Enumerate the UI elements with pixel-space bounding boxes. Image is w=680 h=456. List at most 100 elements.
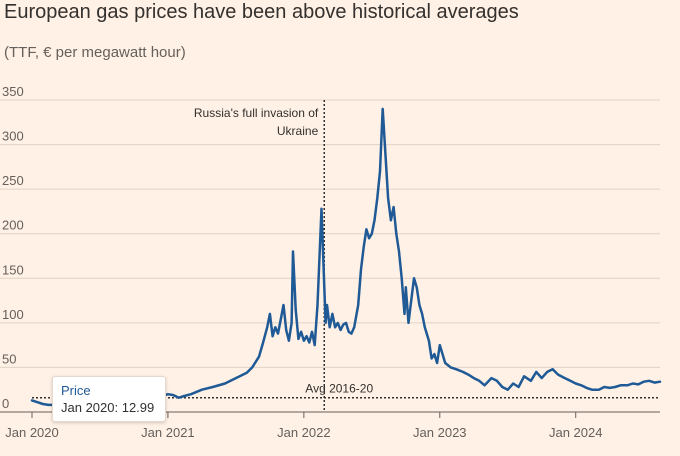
- price-point: [484, 384, 486, 386]
- price-point: [36, 401, 39, 403]
- price-point: [407, 322, 410, 324]
- price-point: [450, 366, 452, 368]
- price-point: [496, 380, 498, 382]
- price-point: [311, 331, 313, 333]
- price-point: [541, 377, 543, 379]
- price-point: [632, 382, 634, 385]
- price-point: [405, 286, 407, 288]
- price-point: [654, 382, 656, 384]
- price-point: [363, 246, 365, 248]
- annotations: Russia's full invasion of Ukraine Avg 2016…: [32, 100, 660, 412]
- y-tick-label: 50: [2, 351, 16, 366]
- y-tick-label: 300: [2, 129, 24, 144]
- price-point: [376, 197, 378, 199]
- price-point: [31, 399, 33, 401]
- price-point: [350, 333, 352, 335]
- price-point: [212, 386, 214, 388]
- price-point: [282, 304, 285, 306]
- price-point: [462, 371, 464, 373]
- price-point: [413, 277, 415, 279]
- price-point: [433, 353, 435, 355]
- x-tick-label: Jan 2023: [413, 425, 467, 440]
- price-point: [614, 386, 616, 388]
- price-point: [648, 380, 650, 382]
- price-point: [190, 393, 192, 395]
- price-point: [323, 286, 325, 288]
- price-point: [591, 389, 593, 391]
- price-point: [258, 356, 260, 358]
- price-point: [329, 326, 331, 328]
- price-point: [262, 341, 264, 344]
- price-point: [172, 394, 174, 396]
- price-point: [387, 197, 389, 199]
- price-point: [334, 326, 336, 328]
- price-point: [306, 335, 308, 337]
- grid-layer: [0, 99, 660, 413]
- price-point: [439, 344, 441, 346]
- price-point: [303, 340, 305, 342]
- price-point: [292, 250, 294, 253]
- chart-subtitle: (TTF, € per megawatt hour): [4, 44, 186, 61]
- price-point: [530, 380, 532, 382]
- x-tick-label: Jan 2022: [277, 425, 331, 440]
- price-point: [523, 375, 525, 377]
- price-point: [455, 368, 457, 370]
- price-point: [47, 404, 49, 406]
- price-point: [490, 377, 492, 379]
- price-point: [285, 329, 287, 331]
- price-point: [580, 384, 582, 386]
- price-point: [308, 341, 310, 344]
- y-tick-label: 150: [2, 262, 24, 277]
- price-point: [340, 329, 342, 331]
- y-axis: 0 50 100 150 200 250 300 350: [2, 84, 24, 411]
- price-point: [643, 381, 645, 383]
- price-point: [368, 237, 370, 239]
- price-point: [274, 326, 276, 328]
- price-point: [557, 374, 559, 376]
- x-tick-label: Jan 2020: [5, 425, 59, 440]
- price-point: [473, 377, 475, 379]
- price-point: [379, 170, 381, 172]
- price-point: [373, 219, 376, 221]
- y-tick-label: 100: [2, 307, 24, 322]
- price-point: [331, 313, 333, 315]
- series-layer: [30, 107, 662, 409]
- price-point: [42, 403, 44, 405]
- price-point: [598, 389, 600, 391]
- price-point: [246, 372, 248, 374]
- price-point: [384, 152, 386, 155]
- price-point: [295, 308, 297, 311]
- price-point: [280, 318, 282, 320]
- price-point: [266, 326, 268, 328]
- average-label: Avg 2016-20: [305, 382, 373, 396]
- price-point: [431, 357, 433, 360]
- invasion-annotation-label: Russia's full invasion of: [194, 106, 319, 120]
- price-point: [316, 304, 319, 306]
- price-point: [535, 371, 537, 373]
- price-point: [586, 387, 588, 389]
- price-point: [235, 377, 237, 379]
- price-point: [325, 322, 327, 324]
- price-point: [410, 300, 412, 302]
- price-point: [251, 366, 253, 368]
- price-point: [478, 380, 480, 382]
- price-point: [546, 371, 548, 373]
- price-point: [418, 304, 420, 306]
- y-tick-label: 350: [2, 84, 24, 99]
- x-tick-label: Jan 2024: [549, 425, 603, 440]
- price-point: [269, 313, 271, 315]
- y-tick-label: 200: [2, 218, 24, 233]
- price-point: [569, 380, 571, 382]
- price-point: [224, 382, 226, 385]
- price-point: [337, 322, 339, 324]
- tooltip-series-name: Price: [61, 383, 91, 398]
- price-point: [428, 340, 430, 342]
- price-point: [277, 333, 279, 335]
- y-tick-label: 250: [2, 173, 24, 188]
- y-tick-label: 0: [2, 396, 9, 411]
- price-point: [609, 387, 611, 389]
- price-point: [403, 313, 406, 315]
- price-point: [183, 395, 185, 397]
- price-point: [167, 393, 169, 395]
